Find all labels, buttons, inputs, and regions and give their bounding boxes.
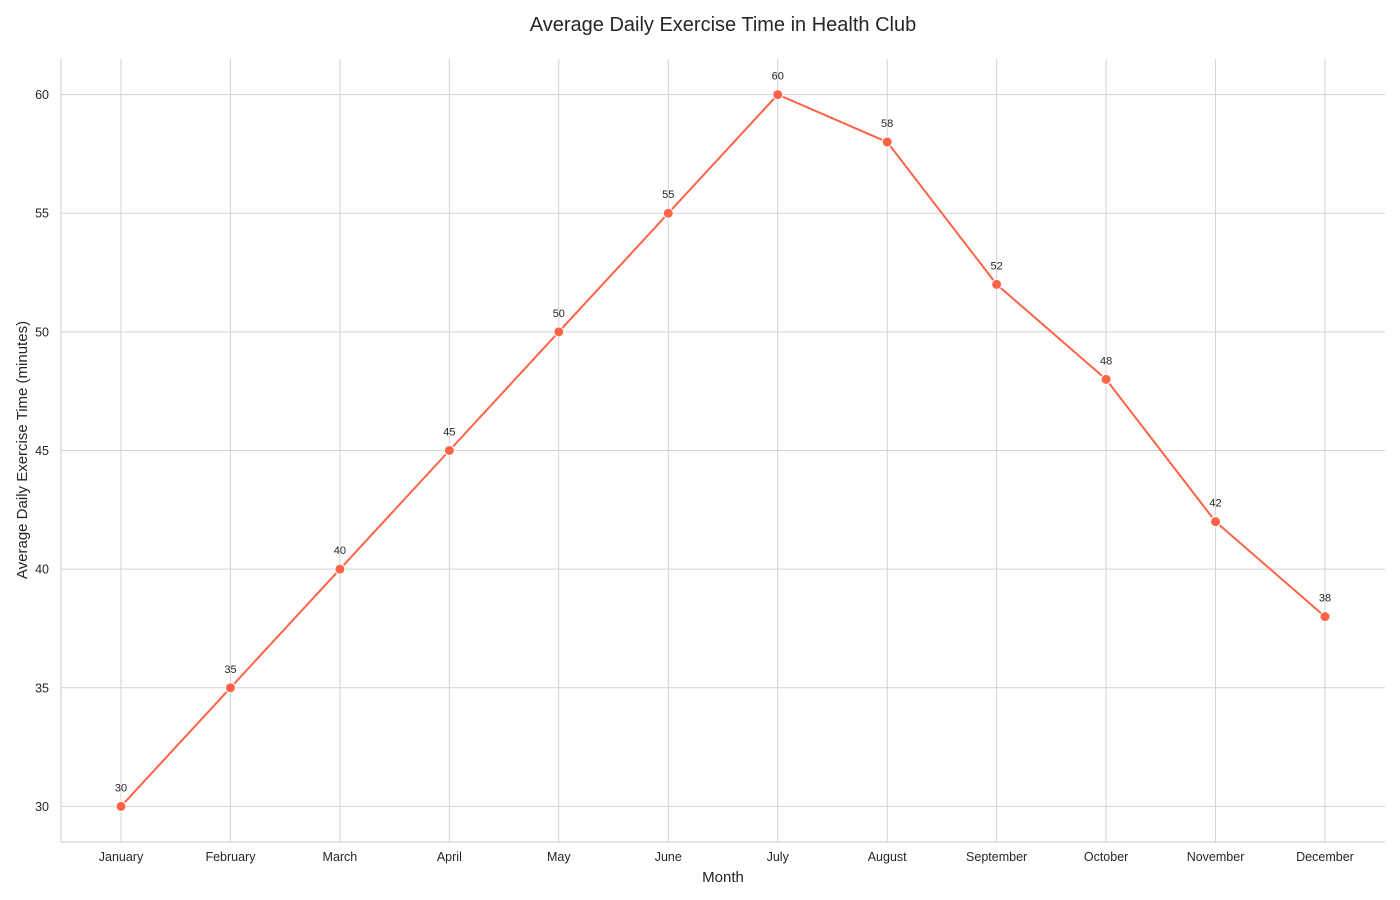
chart-title: Average Daily Exercise Time in Health Cl… [530,14,916,36]
data-label: 30 [115,782,127,794]
x-tick-label: January [99,850,144,864]
y-tick-label: 40 [35,563,49,577]
data-label: 38 [1319,593,1331,605]
x-tick-label: September [966,850,1027,864]
data-point[interactable] [334,563,346,575]
data-point[interactable] [115,800,127,812]
x-tick-label: July [767,850,790,864]
x-tick-labels: January February March April May June July Augu… [99,850,1354,864]
x-tick-label: February [205,850,256,864]
data-label: 60 [772,71,784,83]
y-tick-label: 50 [35,325,49,339]
y-tick-label: 30 [35,800,49,814]
data-label: 50 [553,308,565,320]
y-tick-label: 55 [35,207,49,221]
axes-spines [60,59,1385,843]
data-label: 42 [1209,498,1221,510]
data-point[interactable] [224,682,236,694]
y-tick-labels: 30 35 40 45 50 55 60 [35,88,49,814]
x-tick-label: October [1084,850,1128,864]
data-point[interactable] [881,136,893,148]
series-line [120,93,1326,808]
x-tick-label: May [547,850,571,864]
data-point[interactable] [772,89,784,101]
x-tick-label: August [868,850,907,864]
data-point[interactable] [553,326,565,338]
data-label: 45 [443,427,455,439]
y-axis-title: Average Daily Exercise Time (minutes) [14,321,31,579]
data-labels: 30 35 40 45 50 55 60 58 52 48 42 38 [115,71,1331,795]
data-label: 40 [334,545,346,557]
data-label: 55 [662,189,674,201]
data-point[interactable] [1319,611,1331,623]
grid [61,59,1385,842]
x-tick-label: June [655,850,682,864]
data-point[interactable] [991,278,1003,290]
y-tick-label: 35 [35,681,49,695]
data-point[interactable] [662,207,674,219]
x-axis-title: Month [702,869,744,886]
data-point[interactable] [443,445,455,456]
x-tick-label: April [437,850,462,864]
x-tick-label: March [323,850,358,864]
data-label: 48 [1100,355,1112,367]
data-point[interactable] [1100,373,1112,385]
x-tick-label: December [1296,850,1354,864]
series [115,89,1331,812]
y-tick-label: 60 [35,88,49,102]
x-tick-label: November [1187,850,1245,864]
data-label: 52 [991,260,1003,272]
data-point[interactable] [1210,516,1222,528]
y-tick-label: 45 [35,444,49,458]
data-label: 58 [881,118,893,130]
data-label: 35 [224,664,236,676]
